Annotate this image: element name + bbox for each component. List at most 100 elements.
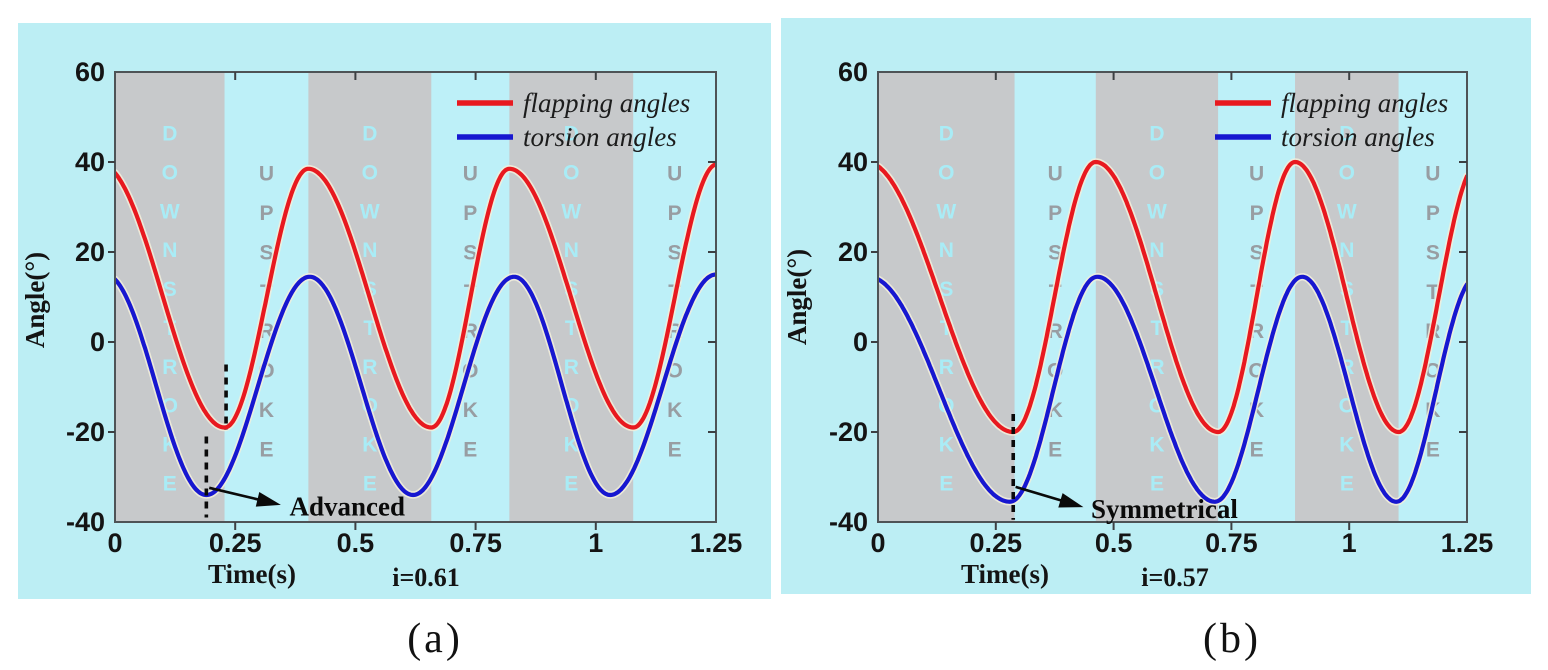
downstroke-band-letter: E (1340, 473, 1354, 496)
downstroke-band-letter: K (939, 434, 954, 457)
downstroke-band-letter: N (162, 239, 177, 262)
y-tick-label: -20 (66, 417, 105, 447)
upstroke-band-letter: U (259, 163, 274, 186)
x-tick-label: 1.25 (690, 528, 743, 558)
x-tick-label: 0 (107, 528, 122, 558)
downstroke-band-letter: D (564, 123, 579, 146)
downstroke-band-letter: O (563, 161, 579, 184)
torsion-curve (115, 272, 716, 498)
downstroke-band (115, 72, 225, 522)
upstroke-band (1398, 72, 1467, 522)
downstroke-band-letter: D (362, 123, 377, 146)
upstroke-band-letter: S (1426, 241, 1440, 264)
upstroke-band-letter: E (259, 439, 273, 462)
legend-label: flapping angles (523, 88, 690, 118)
y-tick-label: 60 (838, 57, 868, 87)
downstroke-band-letter: K (362, 434, 377, 457)
x-tick-label: 1.25 (1441, 528, 1494, 558)
downstroke-band-letter: T (1151, 317, 1164, 340)
upstroke-band-letter: U (1048, 163, 1063, 186)
x-tick-label: 0.5 (337, 528, 375, 558)
downstroke-band-letter: D (1339, 123, 1354, 146)
x-tick-label: 1 (1342, 528, 1357, 558)
downstroke-band-letter: D (162, 123, 177, 146)
upstroke-band-letter: E (668, 439, 682, 462)
upstroke-band-letter: E (1250, 439, 1264, 462)
y-tick-label: -40 (66, 507, 105, 537)
downstroke-band-letter: T (363, 317, 376, 340)
downstroke-band-letter: E (1150, 473, 1164, 496)
torsion-curve (878, 274, 1467, 504)
y-tick-label: 40 (75, 147, 105, 177)
x-tick-label: 0.25 (970, 528, 1023, 558)
downstroke-band-letter: K (1149, 434, 1164, 457)
caption-a: (a) (407, 616, 463, 662)
y-tick-label: 20 (75, 237, 105, 267)
annotation-arrow-head (1058, 493, 1084, 508)
upstroke-band-letter: E (463, 439, 477, 462)
downstroke-band-letter: N (1149, 239, 1164, 262)
downstroke-band-letter: W (360, 200, 380, 223)
downstroke-band-letter: O (162, 161, 178, 184)
upstroke-band-letter: P (1048, 202, 1062, 225)
downstroke-band-letter: K (1339, 434, 1354, 457)
upstroke-band-letter: K (667, 399, 682, 422)
annotation-arrow-line (208, 486, 268, 503)
annotation-arrow-head (255, 492, 281, 507)
y-tick-label: -40 (829, 507, 868, 537)
downstroke-band-letter: R (162, 356, 177, 379)
downstroke-band-letter: W (160, 200, 180, 223)
downstroke-band-letter: R (362, 356, 377, 379)
upstroke-band-letter: P (259, 202, 273, 225)
upstroke-band-letter: U (1249, 163, 1264, 186)
downstroke-band-letter: D (1149, 123, 1164, 146)
downstroke-band-letter: W (1337, 200, 1357, 223)
downstroke-band-letter: N (362, 239, 377, 262)
downstroke-band-letter: N (939, 239, 954, 262)
panel-a-chart: DOWNSTROKEDOWNSTROKEDOWNSTROKEUPSTROKEUP… (18, 23, 771, 599)
downstroke-band-letter: O (1339, 161, 1355, 184)
y-tick-label: 0 (853, 327, 868, 357)
x-tick-label: 0.25 (209, 528, 262, 558)
downstroke-band-letter: N (564, 239, 579, 262)
downstroke-band-letter: D (939, 123, 954, 146)
upstroke-band-letter: E (1048, 439, 1062, 462)
y-tick-label: 0 (90, 327, 105, 357)
annotation-text: Symmetrical (1091, 494, 1238, 524)
downstroke-band (878, 72, 1015, 522)
flapping-curve (115, 162, 716, 430)
upstroke-band-letter: P (1426, 202, 1440, 225)
y-tick-label: 20 (838, 237, 868, 267)
downstroke-band-letter: W (561, 200, 581, 223)
panel-b-chart: DOWNSTROKEDOWNSTROKEDOWNSTROKEUPSTROKEUP… (781, 18, 1531, 594)
plot-border (877, 71, 1468, 523)
legend-label: torsion angles (523, 122, 677, 152)
upstroke-band-letter: S (668, 241, 682, 264)
flapping-curve (878, 159, 1467, 435)
upstroke-band-letter: K (259, 399, 274, 422)
x-tick-label: 1 (588, 528, 603, 558)
y-axis-title: Angle(°) (782, 249, 812, 345)
downstroke-band-letter: T (565, 317, 578, 340)
annotation-text: Advanced (290, 491, 406, 521)
x-tick-label: 0.5 (1095, 528, 1133, 558)
downstroke-band-letter: O (938, 161, 954, 184)
x-axis-title: Time(s) (961, 559, 1049, 589)
y-axis-title: Angle(°) (20, 252, 50, 348)
inertia-ratio-label: i=0.61 (392, 563, 460, 592)
x-tick-label: 0 (870, 528, 885, 558)
downstroke-band-letter: N (1339, 239, 1354, 262)
upstroke-band-letter: E (1426, 439, 1440, 462)
downstroke-band-letter: W (936, 200, 956, 223)
legend-label: flapping angles (1281, 88, 1448, 118)
upstroke-band-letter: P (668, 202, 682, 225)
upstroke-band-letter: S (259, 241, 273, 264)
downstroke-band-letter: W (1147, 200, 1167, 223)
inertia-ratio-label: i=0.57 (1141, 563, 1209, 592)
x-axis-title: Time(s) (208, 559, 296, 589)
downstroke-band-letter: E (564, 473, 578, 496)
plot-area: DOWNSTROKEDOWNSTROKEDOWNSTROKEUPSTROKEUP… (115, 72, 716, 522)
caption-b: (b) (1203, 616, 1261, 662)
